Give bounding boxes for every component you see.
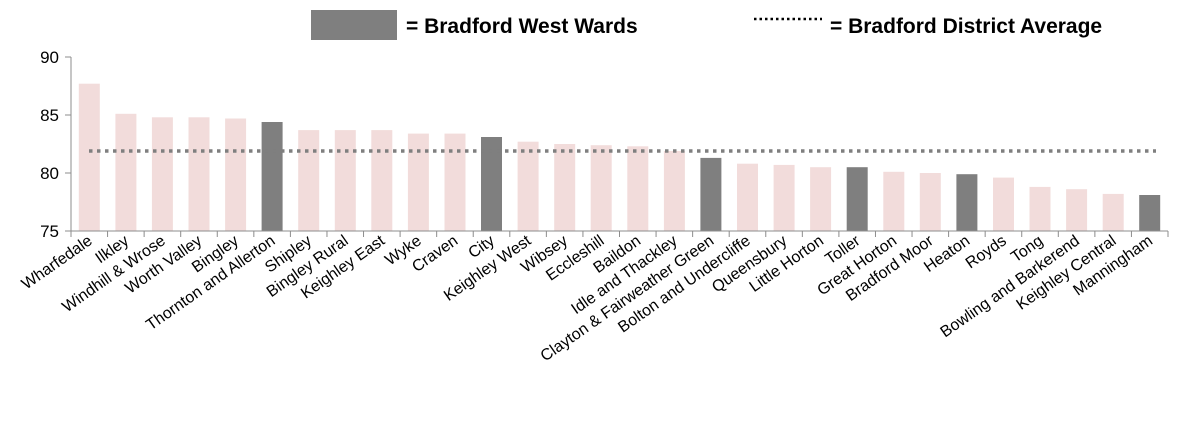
bar xyxy=(261,122,283,231)
x-category-label: Royds xyxy=(963,232,1010,272)
bar xyxy=(700,157,722,231)
bar xyxy=(1066,189,1088,231)
bar xyxy=(188,117,210,231)
bar xyxy=(919,173,941,231)
legend-label-bradford-west: = Bradford West Wards xyxy=(406,15,638,38)
bar xyxy=(481,137,502,231)
bar xyxy=(444,133,466,231)
bar xyxy=(151,117,173,231)
bar xyxy=(371,130,393,231)
y-tick-label: 85 xyxy=(40,106,59,125)
legend-label-district-average: = Bradford District Average xyxy=(830,15,1102,38)
bar xyxy=(846,167,868,231)
bar xyxy=(590,145,612,231)
y-axis: 75 80 85 90 xyxy=(40,48,72,241)
bar xyxy=(78,83,100,231)
x-axis xyxy=(70,230,1169,237)
legend: = Bradford West Wards = Bradford Distric… xyxy=(311,10,1102,40)
bar xyxy=(298,130,320,231)
legend-swatch-bradford-west xyxy=(311,10,397,40)
bar xyxy=(1102,193,1124,231)
bar xyxy=(773,164,795,231)
bar xyxy=(956,174,978,231)
bar xyxy=(554,144,576,231)
bar xyxy=(115,113,137,231)
bar xyxy=(627,146,649,231)
bar xyxy=(407,133,429,231)
bar xyxy=(334,130,356,231)
y-tick-label: 90 xyxy=(40,48,59,67)
bar xyxy=(517,141,539,231)
bar xyxy=(993,177,1014,231)
bars xyxy=(78,83,1161,231)
bar xyxy=(1139,195,1161,231)
bar xyxy=(1029,186,1051,231)
bar xyxy=(737,163,758,231)
y-tick-label: 80 xyxy=(40,164,59,183)
bar xyxy=(663,151,685,231)
bar xyxy=(225,118,247,231)
bar xyxy=(810,167,832,231)
bar xyxy=(883,171,905,231)
y-tick-label: 75 xyxy=(40,222,59,241)
